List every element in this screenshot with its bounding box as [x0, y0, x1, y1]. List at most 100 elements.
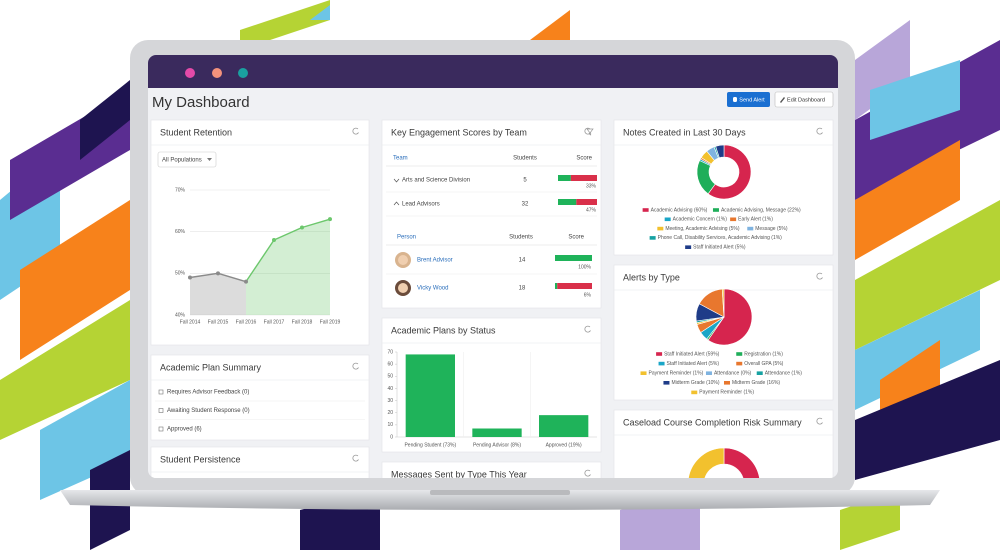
legend-label: Academic Advising, Message (22%) — [721, 207, 801, 213]
page-title: My Dashboard — [152, 94, 250, 111]
line-segment — [245, 239, 275, 283]
person-name: Brent Advisor — [417, 258, 453, 264]
refresh-icon — [352, 127, 359, 135]
pie-slice — [715, 144, 725, 159]
students: 5 — [523, 178, 527, 184]
score-label: 47% — [586, 207, 597, 213]
shape — [20, 200, 130, 360]
legend-label: Staff Initiated Alert (5%) — [667, 361, 720, 367]
person-name: Vicky Wood — [417, 286, 448, 292]
panel — [150, 446, 370, 478]
point — [216, 271, 220, 276]
area-segment — [302, 219, 330, 315]
point — [272, 238, 276, 242]
y-tick-label: 60% — [175, 229, 186, 235]
panel-title: Student Retention — [160, 127, 232, 137]
column-header: Person — [397, 235, 416, 241]
legend-label: Payment Reminder (1%) — [699, 390, 754, 396]
y-tick-label: 50 — [387, 374, 393, 380]
edit-dashboard-button[interactable] — [774, 91, 834, 108]
students: 14 — [519, 258, 526, 264]
y-tick-label: 70% — [175, 187, 186, 193]
legend-swatch — [658, 361, 665, 366]
legend-label: Overall GPA (5%) — [744, 361, 783, 367]
filter-dropdown[interactable] — [157, 151, 217, 168]
pie-slice — [707, 288, 753, 346]
legend-label: Registration (1%) — [744, 351, 783, 357]
refresh-icon — [816, 417, 823, 425]
y-tick-label: 20 — [387, 410, 393, 416]
shape — [530, 10, 570, 40]
avatar-face — [398, 283, 408, 293]
expand-caret — [393, 201, 400, 206]
bell-icon — [733, 97, 737, 102]
column-header: Team — [393, 156, 408, 162]
send-alert-label[interactable]: Send Alert — [739, 97, 765, 103]
dot — [238, 68, 248, 78]
legend-label: Academic Advising (60%) — [651, 207, 708, 213]
x-tick-label: Fall 2015 — [208, 319, 229, 325]
item-icon — [158, 389, 164, 395]
legend-swatch — [747, 226, 754, 231]
line-segment — [273, 226, 303, 241]
panel-title: Academic Plans by Status — [391, 325, 496, 335]
x-tick-label: Pending Student (73%) — [404, 442, 456, 448]
bar — [405, 354, 455, 437]
area-segment — [190, 273, 218, 315]
shape — [855, 360, 1000, 480]
line-segment — [301, 218, 331, 229]
legend-swatch — [730, 217, 737, 222]
avatar-face — [398, 255, 408, 265]
pencil-icon — [780, 97, 785, 103]
expand-caret — [393, 178, 400, 183]
dot — [212, 68, 222, 78]
panel-title: Academic Plan Summary — [160, 362, 262, 372]
panel — [381, 119, 602, 309]
legend-swatch — [664, 217, 671, 222]
legend-label: Meeting, Academic Advising (5%) — [665, 226, 740, 232]
panel-title: Key Engagement Scores by Team — [391, 127, 527, 137]
legend-swatch — [649, 236, 656, 240]
panel-title: Alerts by Type — [623, 272, 680, 282]
panel-title: Student Persistence — [160, 454, 241, 464]
team-name: Arts and Science Division — [402, 178, 470, 184]
score-label: 33% — [586, 183, 597, 189]
send-alert-button[interactable] — [727, 92, 770, 107]
shape — [310, 5, 330, 20]
panel — [381, 461, 602, 478]
panel-title: Notes Created in Last 30 Days — [623, 127, 746, 137]
refresh-icon — [584, 469, 591, 477]
refresh-icon — [352, 454, 359, 462]
legend-label: Payment Reminder (1%) — [649, 371, 704, 377]
legend-label: Attendance (1%) — [765, 371, 803, 377]
column-header: Students — [513, 156, 537, 162]
item-icon — [158, 426, 164, 432]
panel-title: Caseload Course Completion Risk Summary — [623, 417, 802, 427]
x-tick-label: Fall 2016 — [236, 319, 257, 325]
legend-label: Attendance (0%) — [714, 371, 752, 377]
panel — [150, 354, 370, 441]
x-tick-label: Fall 2018 — [292, 319, 313, 325]
legend-label: Midterm Grade (16%) — [732, 380, 780, 386]
shape — [0, 300, 130, 440]
legend-swatch — [724, 381, 730, 385]
point — [328, 217, 332, 222]
y-tick-label: 50% — [175, 271, 186, 277]
area-segment — [274, 227, 302, 315]
pie-slice — [687, 447, 725, 478]
legend-swatch — [656, 352, 663, 356]
laptop-notch — [430, 490, 570, 495]
edit-dashboard-label[interactable]: Edit Dashboard — [787, 97, 825, 103]
students: 32 — [522, 202, 529, 208]
score-bar-good — [558, 199, 577, 205]
column-header: Score — [576, 156, 592, 162]
team-name: Lead Advisors — [402, 202, 440, 208]
refresh-icon — [816, 127, 823, 135]
legend-swatch — [663, 381, 670, 385]
filter-label: All Populations — [162, 158, 202, 164]
legend-label: Staff Initiated Alert (5%) — [693, 245, 746, 251]
legend-label: Message (5%) — [755, 226, 788, 232]
top-bar — [148, 55, 838, 88]
shape — [855, 140, 960, 260]
dot — [185, 68, 195, 78]
